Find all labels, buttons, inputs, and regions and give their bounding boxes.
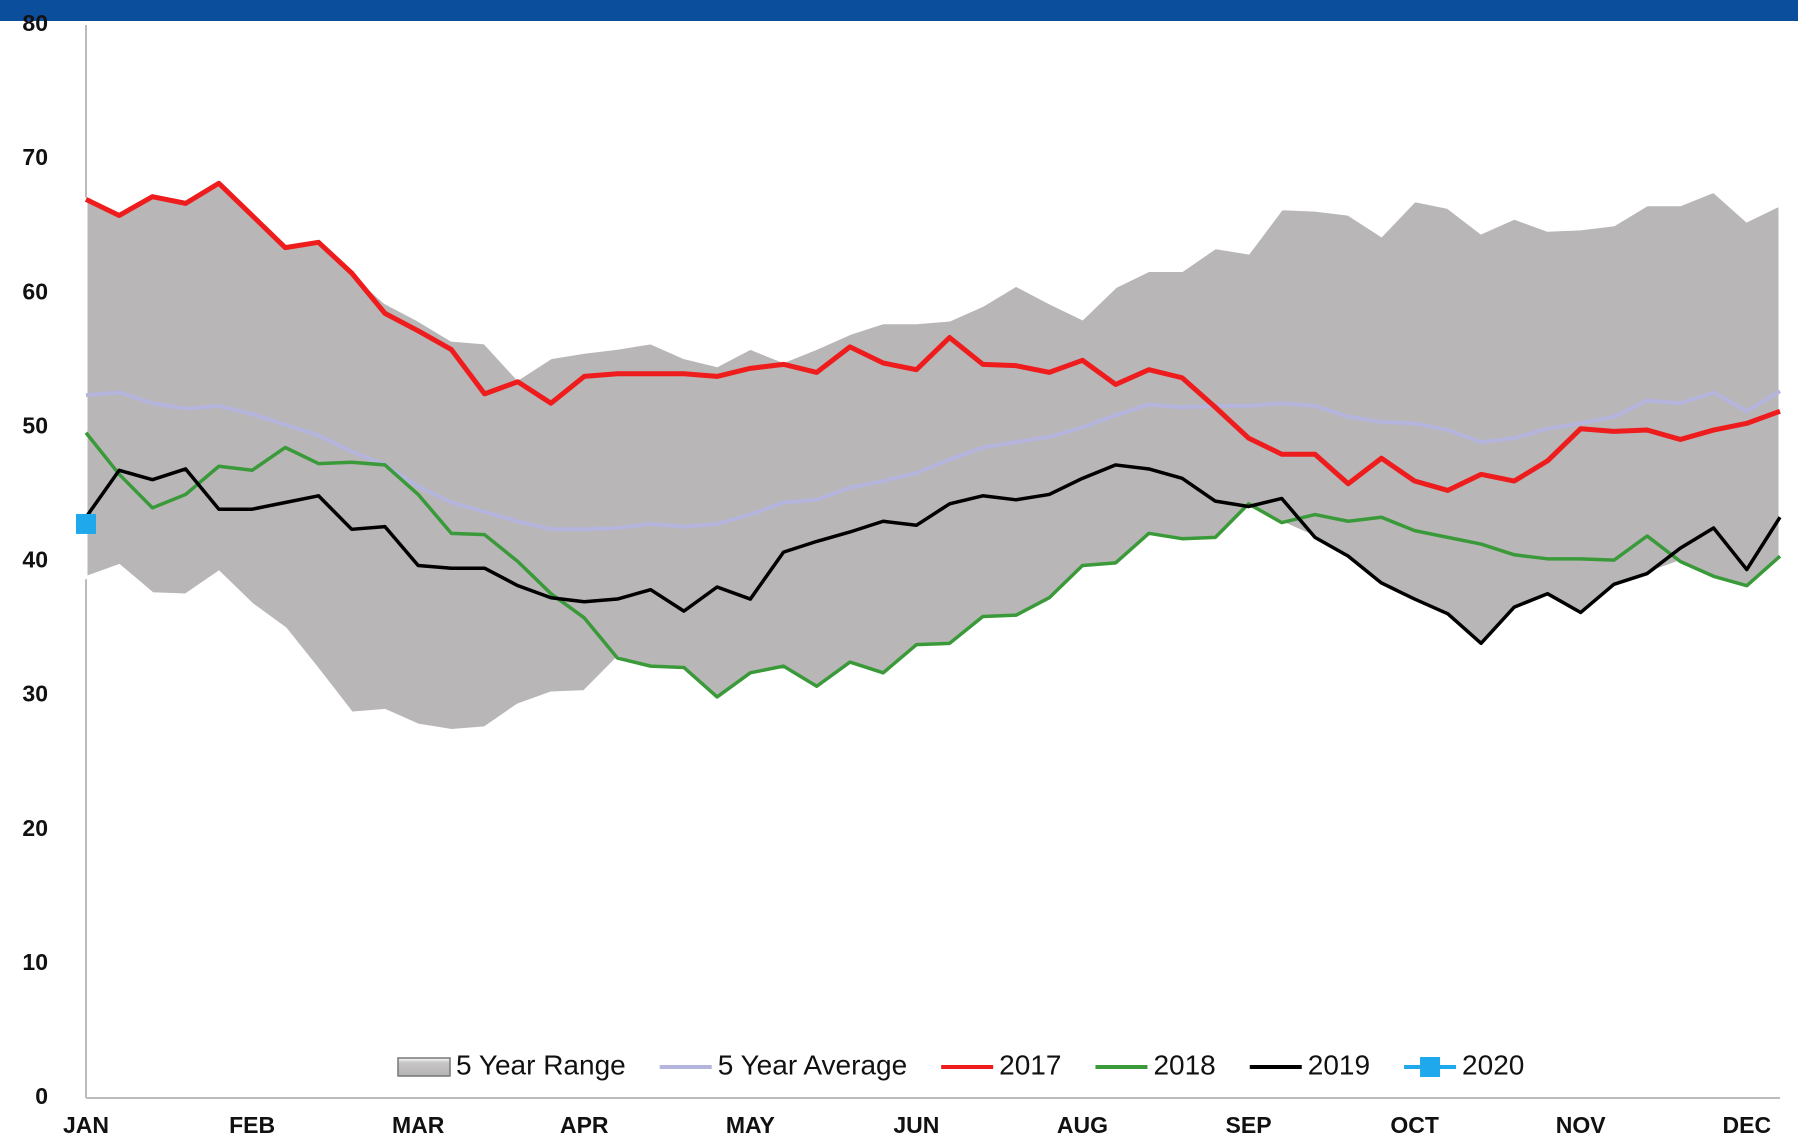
x-tick-label: NOV — [1556, 1112, 1607, 1138]
point-marker — [76, 513, 96, 534]
y-tick-label: 10 — [22, 949, 48, 975]
legend-label: 2018 — [1153, 1049, 1215, 1080]
y-tick-label: 60 — [22, 278, 48, 304]
x-tick-label: SEP — [1226, 1112, 1272, 1138]
y-tick-label: 30 — [22, 681, 48, 707]
x-tick-label: MAY — [726, 1112, 775, 1138]
legend-marker — [1420, 1057, 1441, 1077]
legend-label: 5 Year Range — [456, 1049, 626, 1080]
y-tick-label: 50 — [22, 412, 48, 438]
series-line — [84, 180, 1781, 493]
x-tick-label: JAN — [63, 1112, 109, 1138]
y-tick-label: 70 — [22, 144, 48, 170]
legend-label: 2017 — [999, 1049, 1061, 1080]
x-tick-label: FEB — [229, 1112, 275, 1138]
legend-label: 5 Year Average — [718, 1049, 907, 1080]
series-line — [85, 389, 1782, 532]
series-line — [84, 463, 1782, 646]
x-tick-label: MAR — [392, 1112, 445, 1138]
y-tick-label: 0 — [35, 1083, 48, 1109]
x-tick-label: AUG — [1057, 1112, 1108, 1138]
y-tick-label: 40 — [22, 547, 48, 573]
legend-label: 2019 — [1308, 1049, 1370, 1080]
series-line — [84, 431, 1782, 699]
x-tick-label: APR — [560, 1112, 609, 1138]
legend-label: 2020 — [1462, 1049, 1524, 1080]
header-bar — [0, 0, 1798, 21]
y-tick-label: 20 — [22, 815, 48, 841]
legend-swatch — [397, 1057, 451, 1077]
x-tick-label: JUN — [893, 1112, 939, 1138]
x-tick-label: OCT — [1390, 1112, 1439, 1138]
y-tick-label: 80 — [22, 10, 48, 36]
x-tick-label: DEC — [1723, 1112, 1772, 1138]
